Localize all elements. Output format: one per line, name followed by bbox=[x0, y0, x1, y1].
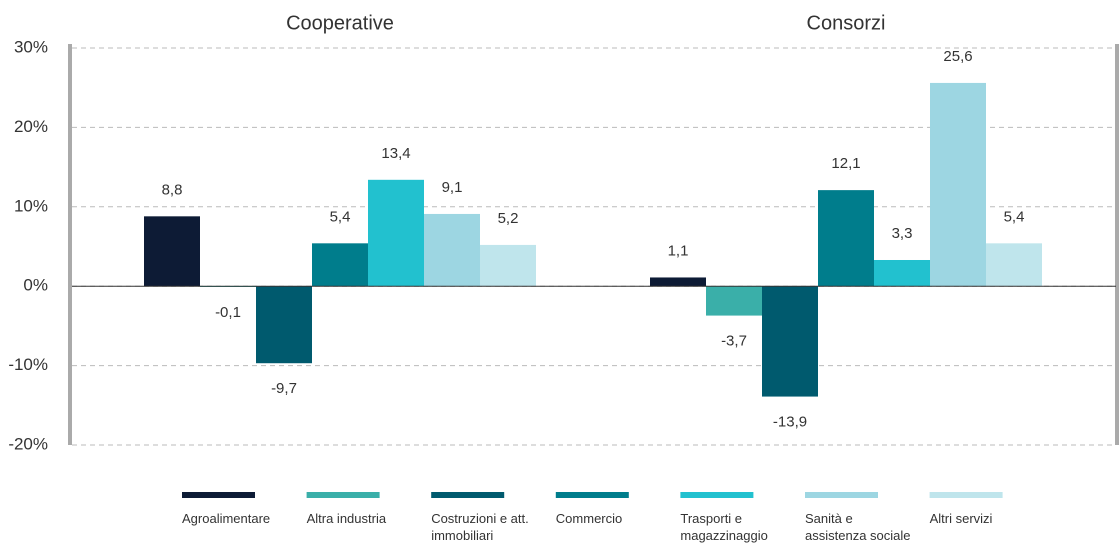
bar bbox=[368, 179, 424, 287]
data-label: 25,6 bbox=[943, 48, 972, 65]
data-label: 9,1 bbox=[442, 179, 463, 196]
data-label: -0,1 bbox=[215, 304, 241, 321]
legend-label: Agroalimentare bbox=[182, 511, 271, 526]
y-tick-label: 20% bbox=[14, 117, 48, 136]
bar bbox=[706, 286, 762, 316]
legend-swatch bbox=[555, 492, 629, 498]
legend-label: Altri servizi bbox=[929, 511, 993, 526]
bar bbox=[256, 286, 312, 364]
data-label: 13,4 bbox=[381, 145, 410, 162]
legend-label: Altra industria bbox=[306, 511, 387, 526]
y-tick-label: 30% bbox=[14, 37, 48, 56]
legend-swatch bbox=[680, 492, 754, 498]
data-label: 3,3 bbox=[892, 225, 913, 242]
bar bbox=[762, 286, 818, 397]
legend-label: Trasporti e magazzinaggio bbox=[680, 511, 768, 543]
legend-swatch bbox=[929, 492, 1003, 498]
bar bbox=[424, 213, 480, 287]
y-tick-label: 0% bbox=[23, 276, 48, 295]
data-label: -3,7 bbox=[721, 333, 747, 350]
bar bbox=[818, 190, 874, 287]
legend-label: Costruzioni e att. immobiliari bbox=[431, 511, 529, 543]
legend-swatch bbox=[182, 492, 255, 498]
bar bbox=[144, 216, 200, 287]
y-tick-label: -10% bbox=[8, 355, 48, 374]
data-label: -13,9 bbox=[773, 414, 807, 431]
data-label: 5,4 bbox=[330, 208, 351, 225]
group-title: Cooperative bbox=[286, 12, 394, 34]
legend-swatch bbox=[805, 492, 878, 498]
legend-label: Commercio bbox=[555, 511, 623, 526]
y-tick-label: 10% bbox=[14, 196, 48, 215]
y-tick-label: -20% bbox=[8, 434, 48, 453]
bar bbox=[312, 243, 368, 287]
data-label: -9,7 bbox=[271, 380, 297, 397]
data-label: 12,1 bbox=[831, 155, 860, 172]
legend-swatch bbox=[431, 492, 505, 498]
data-label: 8,8 bbox=[162, 181, 183, 198]
legend-swatch bbox=[306, 492, 380, 498]
bar bbox=[874, 259, 930, 287]
data-label: 5,4 bbox=[1004, 208, 1025, 225]
bar bbox=[930, 82, 986, 287]
legend-label: Sanità e assistenza sociale bbox=[805, 511, 911, 543]
bar bbox=[650, 277, 706, 287]
data-label: 5,2 bbox=[498, 210, 519, 227]
bar bbox=[480, 244, 536, 287]
bar bbox=[986, 243, 1042, 287]
data-label: 1,1 bbox=[668, 242, 689, 259]
group-title: Consorzi bbox=[807, 12, 886, 34]
